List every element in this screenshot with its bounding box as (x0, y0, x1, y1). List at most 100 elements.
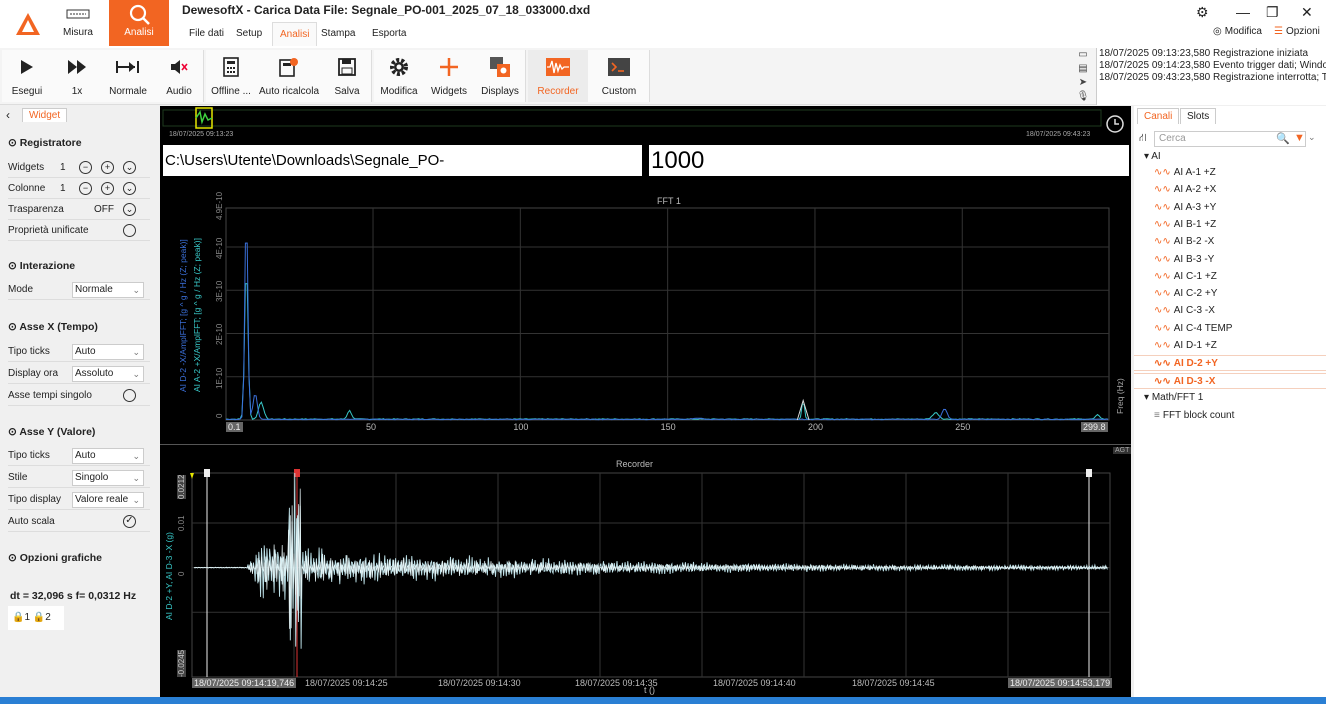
display-mode-group: Recorder Custom (528, 50, 650, 102)
channel-search-input[interactable]: Cerca (1154, 131, 1306, 147)
widgets-label: Widgets (430, 86, 468, 97)
tab-widget[interactable]: Widget (22, 108, 68, 122)
file-path-display: C:\Users\Utente\Downloads\Segnale_PO-001… (163, 145, 642, 200)
mode-analisi[interactable]: Analisi (109, 0, 169, 46)
search-icon[interactable]: 🔍 (1276, 133, 1290, 145)
menu-file-dati[interactable]: File dati (189, 28, 225, 39)
auto-scala-checkbox[interactable]: ✓ (123, 515, 136, 528)
channel-item[interactable]: ∿∿ AI B-2 -X (1154, 234, 1324, 250)
plus-circle-icon[interactable]: + (101, 182, 114, 195)
channel-item[interactable]: ∿∿ AI B-3 -Y (1154, 252, 1324, 268)
proprieta-radio[interactable] (123, 224, 136, 237)
signal-wave-icon: ∿∿ (1154, 322, 1171, 334)
close-window-button[interactable]: ✕ (1301, 4, 1313, 20)
restore-button[interactable]: ❐ (1266, 4, 1279, 20)
opzioni-button[interactable]: ☰ Opzioni (1274, 26, 1320, 37)
channel-item[interactable]: ∿∿ AI A-3 +Y (1154, 200, 1324, 216)
filter-icon[interactable]: ▼ (1294, 132, 1305, 144)
chevron-down-icon[interactable]: ⌄ (123, 182, 136, 195)
recorder-xlabel: t () (644, 685, 655, 695)
proprieta-row: Proprietà unificate (8, 221, 150, 241)
display-ora-row: Display ora Assoluto ⌄ (8, 364, 150, 384)
recorder-ylabel: AI D-2 +Y, AI D-3 -X (g) (164, 532, 174, 620)
microphone-icon[interactable]: 🎙 (1076, 91, 1090, 102)
agt-badge[interactable]: AGT (1113, 447, 1132, 454)
modifica-button[interactable]: ◎ Modifica (1213, 26, 1262, 37)
channel-item[interactable]: ∿∿ AI A-2 +X (1154, 182, 1324, 198)
section-asse-x[interactable]: ⊙ Asse X (Tempo) (8, 321, 98, 333)
calculator-icon (206, 56, 256, 78)
minus-icon[interactable]: − (79, 161, 92, 174)
collapse-left-icon[interactable]: ‹ (6, 108, 10, 122)
overview-timebar[interactable]: 18/07/2025 09:13:23 18/07/2025 09:43:23 (160, 106, 1131, 142)
speed-label: 1x (71, 86, 83, 97)
section-asse-y[interactable]: ⊙ Asse Y (Valore) (8, 426, 96, 438)
tree-icon[interactable]: ⛙ (1139, 132, 1147, 144)
minimize-button[interactable]: — (1236, 4, 1250, 20)
dewesoft-logo[interactable] (0, 0, 56, 48)
tipo-display-select[interactable]: Valore reale ⌄ (72, 492, 144, 508)
channel-item[interactable]: ∿∿ AI D-1 +Z (1154, 338, 1324, 354)
section-opzioni-grafiche[interactable]: ⊙ Opzioni grafiche (8, 552, 102, 564)
asse-singolo-radio[interactable] (123, 389, 136, 402)
audio-button[interactable]: Audio (154, 50, 204, 102)
channel-item[interactable]: ∿∿ AI C-2 +Y (1154, 286, 1324, 302)
signal-wave-icon: ∿∿ (1154, 218, 1171, 230)
channel-item[interactable]: ∿∿ AI C-1 +Z (1154, 269, 1324, 285)
display-ora-select[interactable]: Assoluto ⌄ (72, 366, 144, 382)
menu-analisi[interactable]: Analisi (272, 22, 318, 46)
tab-slots[interactable]: Slots (1180, 108, 1217, 124)
tipo-ticks-y-select[interactable]: Auto ⌄ (72, 448, 144, 464)
normale-button[interactable]: Normale (102, 50, 154, 102)
group-math-fft[interactable]: ▾ Math/FFT 1 (1144, 392, 1204, 403)
minus-icon[interactable]: − (79, 182, 92, 195)
menu-stampa[interactable]: Stampa (321, 28, 356, 39)
widgets-button[interactable]: Widgets (424, 50, 474, 102)
tab-canali[interactable]: Canali (1137, 108, 1180, 124)
channel-item[interactable]: ∿∿ AI B-1 +Z (1154, 217, 1324, 233)
channel-item[interactable]: ∿∿ AI D-2 +Y (1134, 355, 1326, 372)
menu-setup[interactable]: Setup (236, 28, 263, 39)
recorder-button[interactable]: Recorder (528, 50, 588, 102)
speed-button[interactable]: 1x (52, 50, 102, 102)
stile-select[interactable]: Singolo ⌄ (72, 470, 144, 486)
keyboard-small-icon[interactable]: ▭ (1078, 49, 1088, 60)
channel-fft-block-count[interactable]: ≡ FFT block count (1154, 410, 1235, 421)
channel-item[interactable]: ∿∿ AI C-4 TEMP (1154, 321, 1324, 337)
salva-button[interactable]: Salva (322, 50, 372, 102)
auto-ricalcola-button[interactable]: Auto ricalcola (256, 50, 322, 102)
mode-select[interactable]: Normale ⌄ (72, 282, 144, 298)
salva-label: Salva (334, 86, 360, 97)
section-interazione[interactable]: ⊙ Interazione (8, 260, 76, 272)
lock-icon[interactable]: 🔒 (12, 612, 25, 623)
offline-label: Offline ... (211, 86, 251, 97)
fft-chart[interactable]: FFT 1 AI D-2 -X/AmplFFT; [g ^ g / Hz (Z;… (160, 192, 1131, 442)
log-line: 18/07/2025 09:13:23,580 Registrazione in… (1099, 48, 1309, 59)
esegui-button[interactable]: Esegui (2, 50, 52, 102)
recorder-chart[interactable]: Recorder AGT AI D-2 +Y, AI D-3 -X (g) t … (160, 444, 1132, 698)
mode-misura[interactable]: Misura (48, 0, 108, 46)
offline-button[interactable]: Offline ... (206, 50, 256, 102)
fft-xtick-label: 250 (955, 422, 971, 432)
channel-item[interactable]: ∿∿ AI C-3 -X (1154, 303, 1324, 319)
group-ai[interactable]: ▾ AI (1144, 151, 1161, 162)
chevron-down-icon[interactable]: ⌄ (123, 203, 136, 216)
section-registratore[interactable]: ⊙ Registratore (8, 137, 82, 149)
channel-item[interactable]: ∿∿ AI A-1 +Z (1154, 165, 1324, 181)
lock-icon[interactable]: 🔒 (32, 612, 46, 623)
custom-button[interactable]: Custom (590, 50, 648, 102)
channel-item[interactable]: ∿∿ AI D-3 -X (1134, 372, 1326, 389)
note-icon[interactable]: ▤ (1078, 63, 1088, 74)
menu-esporta[interactable]: Esporta (372, 28, 407, 39)
tipo-ticks-x-select[interactable]: Auto ⌄ (72, 344, 144, 360)
compass-icon: ◎ (1213, 26, 1222, 37)
chevron-down-icon[interactable]: ⌄ (123, 161, 136, 174)
displays-button[interactable]: Displays (474, 50, 526, 102)
settings-gear-icon[interactable]: ⚙ (1196, 4, 1209, 20)
plus-circle-icon[interactable]: + (101, 161, 114, 174)
chevron-down-icon[interactable]: ⌄ (1308, 132, 1316, 142)
yellow-marker (190, 473, 194, 479)
event-log[interactable]: 18/07/2025 09:13:23,580 Registrazione in… (1096, 48, 1326, 105)
modifica-tool-button[interactable]: Modifica (374, 50, 424, 102)
cursor-icon[interactable]: ➤ (1078, 77, 1088, 88)
